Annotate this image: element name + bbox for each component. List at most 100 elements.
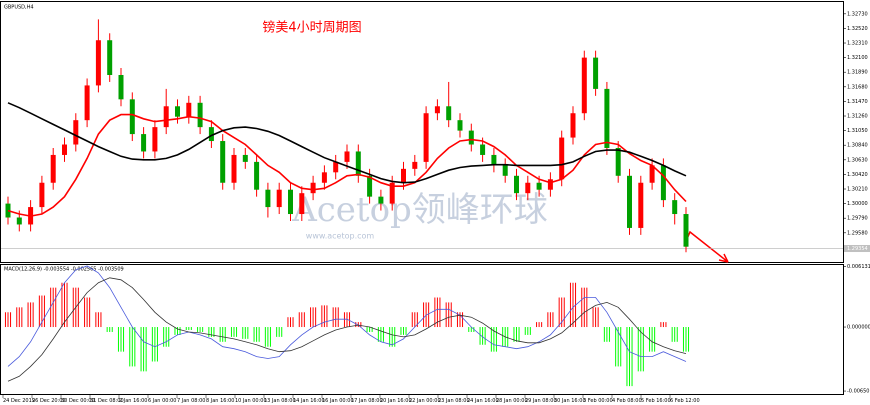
candle-body [502,165,508,176]
x-tick-label: 6 Jan 00:00 [148,398,176,404]
y-tick-label: 1.29790 [847,216,868,222]
candle-body [389,182,395,204]
candle-body [254,161,260,190]
candle-body [434,106,440,114]
candle-body [84,85,90,121]
indicator-label: MACD(12,26,9) -0.003554 -0.002565 -0.003… [4,267,124,273]
x-tick-label: 3 Feb 00:00 [583,398,613,404]
candle-body [525,182,531,194]
watermark-url: www.acetop.com [306,232,375,241]
watermark: Acetop领峰环球 [291,190,548,230]
y-tick-label: 1.31050 [847,128,868,134]
x-tick-label: 31 Dec 08:00 [90,398,124,404]
candle-body [321,172,327,183]
candle-body [129,99,135,135]
candle-body [265,189,271,208]
candle-body [593,57,599,89]
y-tick-label: 0.006131 [847,264,870,270]
candle-body [536,182,542,190]
candle-body [5,203,11,218]
candle-body [446,106,452,121]
x-tick-label: 20 Jan 16:00 [380,398,412,404]
y-tick-label: 1.31470 [847,99,868,105]
candle-body [208,127,214,142]
candle-body [220,141,226,183]
candle-body [457,120,463,131]
y-tick-label: 1.30630 [847,157,868,163]
x-tick-label: 24 Dec 2019 [3,398,35,404]
candle-body [514,175,519,194]
y-tick-label: 1.30000 [847,201,868,207]
candle-body [378,196,384,204]
candle-body [163,106,169,128]
x-tick-label: 29 Jan 08:00 [525,398,557,404]
candle-body [547,179,553,190]
x-tick-label: 4 Feb 08:00 [612,398,642,404]
candle-body [480,144,486,155]
x-tick-label: 17 Jan 08:00 [351,398,383,404]
candle-body [627,175,632,228]
y-tick-label: 1.32520 [847,26,868,32]
y-tick-label: 1.30210 [847,187,868,193]
candle-body [288,189,293,215]
candle-body [412,161,418,169]
candle-body [683,214,689,247]
candle-body [638,182,644,228]
candle-body [344,151,350,162]
candle-body [276,189,282,208]
x-tick-label: 24 Jan 16:00 [467,398,499,404]
x-tick-label: 8 Jan 16:00 [206,398,234,404]
candle-body [231,154,237,183]
y-tick-label: 1.31890 [847,70,868,76]
candle-body [118,74,124,100]
x-tick-label: 23 Jan 08:00 [438,398,470,404]
candle-body [468,130,474,145]
x-tick-label: 2 Jan 16:00 [119,398,147,404]
x-tick-label: 22 Jan 00:00 [409,398,441,404]
candle-body [491,154,497,166]
price-panel [0,1,844,263]
indicator-line [7,277,687,382]
candle-body [559,137,565,180]
x-tick-label: 7 Jan 08:00 [177,398,205,404]
y-tick-label: 1.32730 [847,11,868,17]
candle-body [570,113,576,138]
candle-body [355,151,361,176]
candle-body [615,147,621,176]
candle-body [186,102,192,117]
candle-body [310,182,316,194]
candle-body [95,40,101,86]
y-tick-label: 1.30420 [847,172,868,178]
candle-body [367,175,373,197]
x-tick-label: 30 Jan 16:00 [554,398,586,404]
candle-body [197,102,203,128]
candle-body [660,165,666,201]
candle-body [672,200,678,215]
x-tick-label: 16 Jan 00:00 [322,398,354,404]
y-tick-label: -0.006501 [847,389,870,395]
indicator-line [7,113,687,217]
x-tick-label: 6 Feb 12:00 [670,398,700,404]
y-tick-label: 1.31260 [847,114,868,120]
candle-body [423,113,429,162]
x-tick-label: 14 Jan 16:00 [293,398,325,404]
x-tick-label: 10 Jan 00:00 [235,398,267,404]
candle-body [175,106,180,117]
x-tick-label: 28 Jan 00:00 [496,398,528,404]
chart-title: 镑美4小时周期图 [262,20,361,36]
y-tick-label: 1.31680 [847,84,868,90]
x-tick-label: 13 Jan 08:00 [264,398,296,404]
x-tick-label: 26 Dec 20:00 [32,398,66,404]
current-price-box [844,245,870,253]
y-tick-label: 0.000000 [847,325,870,331]
candle-body [649,165,655,183]
candle-body [50,154,56,183]
indicator-line [7,265,687,367]
candle-body [604,88,610,148]
candle-body [73,120,79,145]
candle-body [62,144,67,155]
candle-body [39,182,45,208]
candle-body [333,161,339,173]
x-tick-label: 5 Feb 16:00 [641,398,671,404]
